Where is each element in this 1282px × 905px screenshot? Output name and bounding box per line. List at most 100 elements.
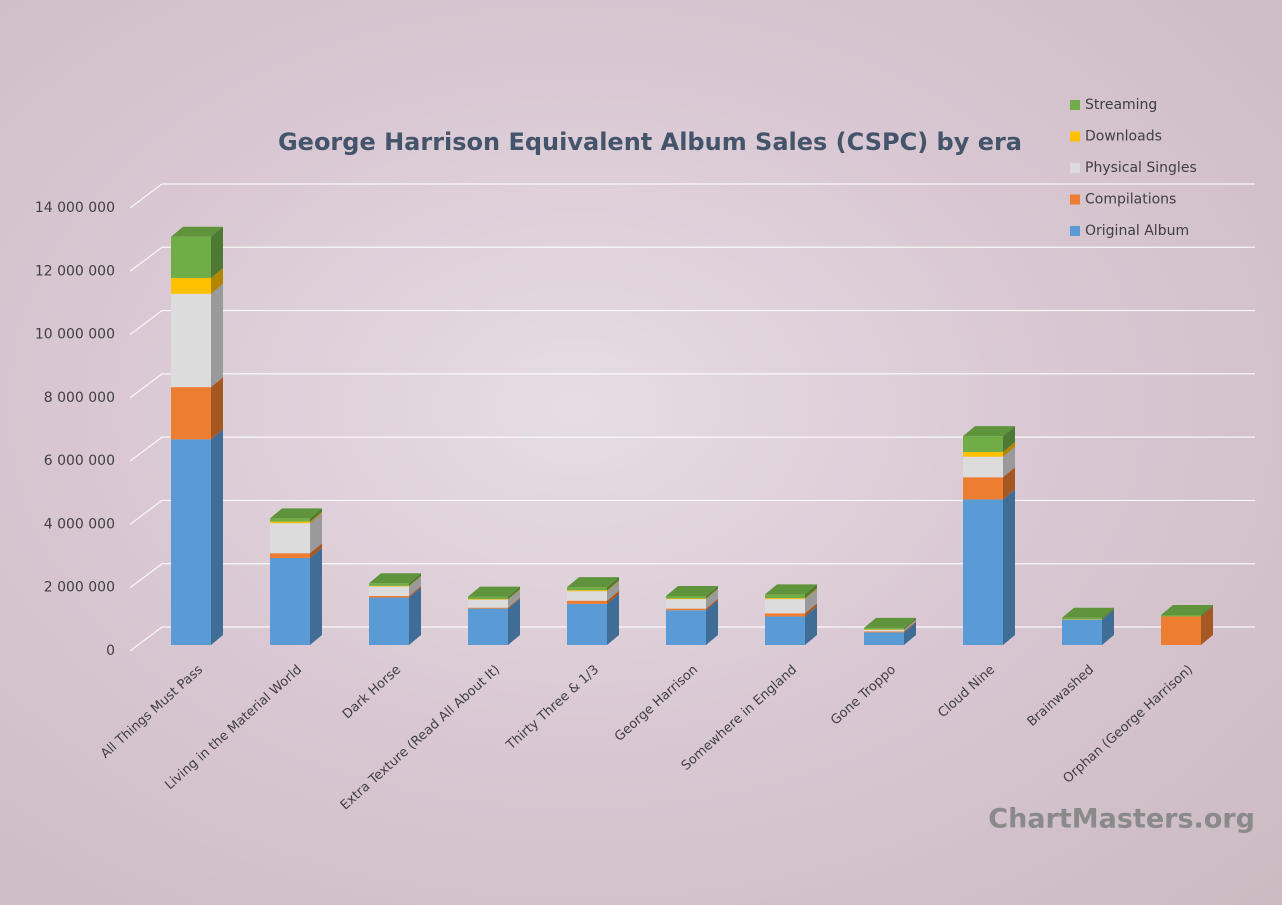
- legend-swatch: [1070, 100, 1080, 110]
- bar-side: [409, 575, 421, 587]
- bar-side: [904, 617, 916, 630]
- bar-side: [310, 513, 322, 554]
- bar-side: [1003, 467, 1015, 500]
- bar-side: [607, 581, 619, 601]
- bar-side: [211, 283, 223, 388]
- bar-top: [567, 577, 619, 588]
- bar-side: [1102, 607, 1114, 620]
- bar-segment: [369, 597, 409, 645]
- bar-side: [508, 589, 520, 608]
- bar-segment: [1161, 614, 1201, 617]
- bar-side: [706, 589, 718, 609]
- bar-side: [310, 547, 322, 645]
- y-tick-label: 2 000 000: [44, 580, 115, 596]
- bar-segment: [567, 591, 607, 601]
- y-tick-label: 8 000 000: [44, 390, 115, 406]
- bar-segment: [765, 613, 805, 617]
- bar-segment: [666, 610, 706, 645]
- bar-segment: [270, 518, 310, 522]
- legend-swatch: [1070, 226, 1080, 236]
- bar-side: [1201, 606, 1213, 645]
- bar-segment: [468, 599, 508, 608]
- legend-label: Original Album: [1085, 223, 1189, 239]
- grid-line: [129, 563, 1255, 589]
- legend-label: Compilations: [1085, 192, 1176, 208]
- bar-side: [607, 590, 619, 604]
- bar-segment: [666, 599, 706, 609]
- watermark: ChartMasters.org: [988, 804, 1255, 835]
- legend-label: Physical Singles: [1085, 160, 1197, 176]
- bar-side: [508, 598, 520, 645]
- bar-segment: [1062, 617, 1102, 620]
- bar-segment: [468, 608, 508, 645]
- bar-segment: [567, 587, 607, 591]
- bar-side: [904, 622, 916, 645]
- bar-side: [706, 588, 718, 600]
- bar-segment: [369, 586, 409, 596]
- bar-side: [607, 580, 619, 592]
- bar-segment: [963, 477, 1003, 500]
- bar-side: [805, 584, 817, 599]
- y-tick-label: 10 000 000: [35, 327, 115, 343]
- bar-side: [508, 597, 520, 609]
- bar-side: [409, 576, 421, 596]
- bar-side: [409, 573, 421, 586]
- bar-segment: [369, 585, 409, 587]
- bar-side: [904, 619, 916, 630]
- bar-top: [270, 508, 322, 519]
- bar-side: [805, 606, 817, 645]
- bar-side: [607, 577, 619, 591]
- y-tick-label: 12 000 000: [35, 263, 115, 279]
- bar-top: [666, 585, 718, 596]
- bar-segment: [864, 629, 904, 632]
- bar-top: [369, 573, 421, 584]
- legend-label: Streaming: [1085, 97, 1157, 113]
- bar-top: [765, 584, 817, 595]
- bar-segment: [468, 599, 508, 600]
- bar-side: [904, 619, 916, 632]
- bar-side: [1003, 446, 1015, 478]
- bar-segment: [666, 598, 706, 600]
- bar-side: [706, 585, 718, 599]
- bar-segment: [270, 523, 310, 554]
- bar-segment: [765, 599, 805, 614]
- grid-line: [129, 436, 1255, 462]
- bar-segment: [270, 557, 310, 645]
- bar-side: [310, 511, 322, 524]
- bar-side: [508, 586, 520, 600]
- bar-side: [607, 593, 619, 645]
- bar-segment: [765, 598, 805, 600]
- grid-line: [129, 373, 1255, 399]
- bar-segment: [171, 439, 211, 645]
- bar-side: [211, 226, 223, 278]
- grid-line: [129, 499, 1255, 525]
- bar-segment: [567, 600, 607, 604]
- bar-segment: [963, 436, 1003, 452]
- bar-segment: [1161, 616, 1201, 645]
- bar-segment: [171, 277, 211, 294]
- bar-side: [508, 589, 520, 600]
- bar-top: [963, 426, 1015, 437]
- legend-swatch: [1070, 194, 1080, 205]
- grid-line: [129, 183, 1255, 209]
- bar-side: [409, 585, 421, 598]
- grid-line: [129, 309, 1255, 336]
- bar-segment: [864, 632, 904, 645]
- y-tick-label: 0: [106, 643, 115, 659]
- bar-side: [1003, 426, 1015, 452]
- bar-side: [706, 598, 718, 611]
- bar-segment: [270, 553, 310, 558]
- bar-side: [1201, 604, 1213, 617]
- legend-swatch: [1070, 163, 1080, 173]
- grid-line: [129, 246, 1255, 272]
- bar-segment: [270, 521, 310, 524]
- bar-top: [1161, 604, 1213, 615]
- bar-side: [1102, 609, 1114, 645]
- bar-segment: [765, 594, 805, 599]
- bar-segment: [963, 456, 1003, 478]
- bar-side: [805, 588, 817, 600]
- bar-side: [805, 589, 817, 614]
- bar-segment: [468, 596, 508, 600]
- bar-side: [211, 267, 223, 294]
